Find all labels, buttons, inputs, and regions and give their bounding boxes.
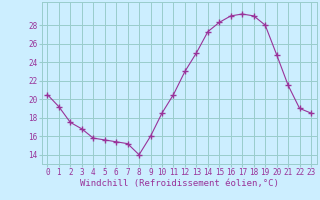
X-axis label: Windchill (Refroidissement éolien,°C): Windchill (Refroidissement éolien,°C)	[80, 179, 279, 188]
